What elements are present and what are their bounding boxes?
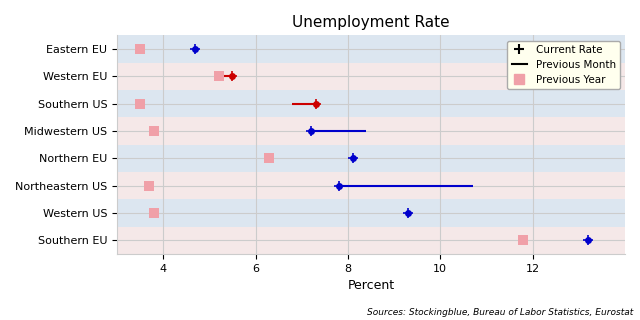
Bar: [117, 199, 625, 227]
Bar: [117, 117, 625, 145]
Text: Sources: Stockingblue, Bureau of Labor Statistics, Eurostat: Sources: Stockingblue, Bureau of Labor S…: [367, 308, 634, 317]
Point: [518, 238, 529, 243]
Bar: [117, 63, 625, 90]
Bar: [117, 227, 625, 254]
Legend: Current Rate, Previous Month, Previous Year: Current Rate, Previous Month, Previous Y…: [508, 41, 620, 89]
Point: [148, 128, 159, 133]
Point: [148, 210, 159, 215]
Point: [214, 74, 224, 79]
Point: [264, 156, 275, 161]
Point: [144, 183, 154, 188]
Bar: [117, 145, 625, 172]
Bar: [117, 172, 625, 199]
X-axis label: Percent: Percent: [348, 279, 394, 292]
Bar: [117, 35, 625, 63]
Point: [135, 46, 145, 52]
Bar: [117, 90, 625, 117]
Title: Unemployment Rate: Unemployment Rate: [292, 15, 450, 30]
Point: [135, 101, 145, 106]
